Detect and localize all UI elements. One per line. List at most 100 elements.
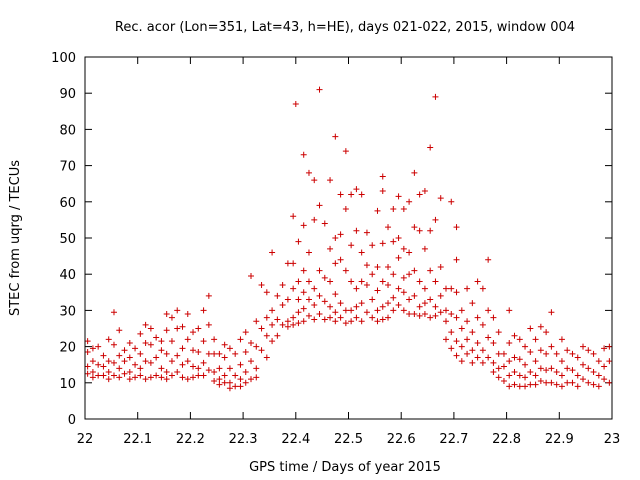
data-point [474, 339, 481, 346]
x-axis-ticks: 22 22.1 22.2 22.3 22.4 22.5 22.6 22.7 22.8 22.9 23 [77, 57, 620, 447]
x-tick-label: 22.2 [176, 432, 205, 447]
data-point [121, 370, 128, 377]
data-point [179, 361, 186, 368]
data-point [500, 363, 507, 370]
data-point [390, 294, 397, 301]
data-point [284, 323, 291, 330]
data-point [190, 329, 197, 336]
y-tick-label: 70 [59, 160, 76, 175]
data-point [190, 363, 197, 370]
data-point [374, 263, 381, 270]
data-point [311, 301, 318, 308]
data-point [358, 300, 365, 307]
data-point [385, 263, 392, 270]
data-point [537, 323, 544, 330]
data-point [137, 372, 144, 379]
plot-frame [84, 56, 613, 420]
data-point [195, 365, 202, 372]
data-point [453, 352, 460, 359]
data-point [485, 256, 492, 263]
data-point [279, 301, 286, 308]
data-point [348, 318, 355, 325]
data-point [195, 325, 202, 332]
data-point [174, 307, 181, 314]
data-point [226, 345, 233, 352]
data-point [406, 271, 413, 278]
data-point [527, 325, 534, 332]
data-point [205, 367, 212, 374]
data-point [305, 278, 312, 285]
data-point [295, 238, 302, 245]
data-point [184, 376, 191, 383]
data-point [395, 193, 402, 200]
y-tick-label: 20 [59, 341, 76, 356]
y-tick-label: 80 [59, 123, 76, 138]
data-point [379, 316, 386, 323]
data-point [442, 285, 449, 292]
data-point [574, 354, 581, 361]
data-point [153, 354, 160, 361]
data-point [580, 376, 587, 383]
data-point [353, 186, 360, 193]
data-point [590, 368, 597, 375]
data-point [116, 365, 123, 372]
data-point [421, 311, 428, 318]
data-point [385, 314, 392, 321]
data-point [569, 379, 576, 386]
y-tick-label: 50 [59, 232, 76, 247]
x-axis-label: GPS time / Days of year 2015 [249, 460, 441, 475]
data-point [553, 350, 560, 357]
data-point [274, 292, 281, 299]
data-point [442, 336, 449, 343]
data-point [353, 314, 360, 321]
data-point [190, 347, 197, 354]
data-point [269, 249, 276, 256]
data-point [458, 325, 465, 332]
data-point [95, 372, 102, 379]
data-point [363, 229, 370, 236]
data-point [395, 254, 402, 261]
data-point [327, 314, 334, 321]
data-point [442, 307, 449, 314]
data-point [305, 169, 312, 176]
data-point [416, 227, 423, 234]
data-point [453, 314, 460, 321]
y-axis-label: STEC from uqrg / TECUs [8, 160, 23, 316]
data-point [369, 314, 376, 321]
data-point [569, 350, 576, 357]
data-point [590, 381, 597, 388]
data-point [221, 341, 228, 348]
data-point [495, 350, 502, 357]
data-point [595, 383, 602, 390]
data-point [485, 307, 492, 314]
data-point [237, 361, 244, 368]
data-point [163, 350, 170, 357]
data-point [469, 359, 476, 366]
data-point [358, 318, 365, 325]
data-point [427, 314, 434, 321]
data-point [126, 376, 133, 383]
data-point [105, 368, 112, 375]
data-point [421, 285, 428, 292]
data-point [269, 338, 276, 345]
data-point [105, 336, 112, 343]
data-point [453, 256, 460, 263]
data-point [100, 372, 107, 379]
data-point [485, 354, 492, 361]
x-tick-label: 22 [77, 432, 94, 447]
data-point [195, 372, 202, 379]
data-point [495, 329, 502, 336]
data-point [601, 376, 608, 383]
data-point [558, 358, 565, 365]
data-point [311, 285, 318, 292]
data-point [163, 311, 170, 318]
data-point [295, 296, 302, 303]
data-point [237, 336, 244, 343]
data-point [248, 339, 255, 346]
data-point [390, 307, 397, 314]
data-point [295, 309, 302, 316]
y-tick-label: 10 [59, 377, 76, 392]
data-point [406, 311, 413, 318]
data-point [474, 314, 481, 321]
data-point [316, 86, 323, 93]
